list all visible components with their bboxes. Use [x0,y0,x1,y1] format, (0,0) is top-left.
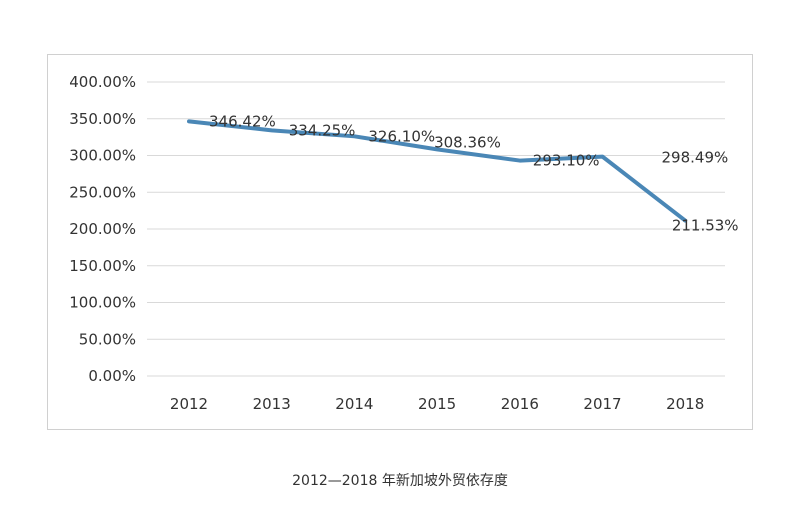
data-label: 308.36% [434,133,501,151]
series-line-layer [187,119,688,223]
data-label: 334.25% [289,121,356,139]
data-label: 298.49% [662,149,729,167]
y-tick-label: 150.00% [69,257,136,275]
data-labels: 346.42% 334.25% 326.10%308.36% 293.10% 298.4… [209,112,739,234]
x-axis-tick-labels: 2012 2013 2014 2015 2016 2017 2018 [170,395,704,413]
line-chart: 0.00% 50.00% 100.00% 150.00% 200.00% 250.00% 3… [69,73,739,413]
x-tick-label: 2013 [253,395,291,413]
y-tick-label: 300.00% [69,147,136,165]
x-tick-label: 2016 [501,395,539,413]
x-tick-label: 2012 [170,395,208,413]
y-tick-label: 200.00% [69,220,136,238]
y-tick-label: 50.00% [79,330,136,348]
y-tick-label: 350.00% [69,110,136,128]
y-axis-tick-labels: 0.00% 50.00% 100.00% 150.00% 200.00% 250.00% 3… [69,73,136,385]
chart-frame [47,54,753,430]
y-tick-label: 400.00% [69,73,136,91]
y-tick-label: 250.00% [69,183,136,201]
data-label: 346.42% [209,112,276,130]
data-label: 211.53% [672,217,739,235]
data-label: 293.10% [533,152,600,170]
y-tick-label: 0.00% [88,367,136,385]
x-tick-label: 2015 [418,395,456,413]
chart-caption: 2012—2018 年新加坡外贸依存度 [292,473,508,489]
data-label: 326.10% [368,127,435,145]
y-tick-label: 100.00% [69,294,136,312]
x-tick-label: 2014 [335,395,373,413]
series-line [187,119,688,223]
x-tick-label: 2017 [583,395,621,413]
gridlines [147,81,725,377]
x-tick-label: 2018 [666,395,704,413]
